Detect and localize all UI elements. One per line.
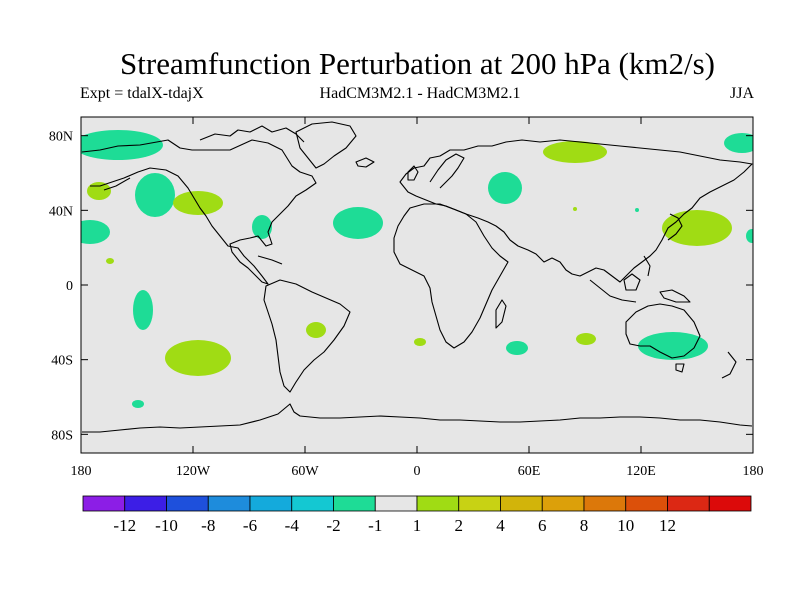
colorbar-label: 6 [538, 516, 547, 535]
anomaly-negative [333, 207, 383, 239]
anomaly-negative [506, 341, 528, 355]
lon-label: 60W [291, 464, 319, 479]
lon-label: 120E [626, 464, 656, 479]
colorbar-swatch [416, 495, 460, 512]
coastline-africa [393, 203, 509, 349]
coastline-arctic-islands [199, 125, 305, 143]
lon-label: 60E [518, 464, 541, 479]
anomaly-positive [414, 338, 426, 346]
anomaly-positive [306, 322, 326, 338]
experiment-label: Expt = tdalX-tdajX [80, 85, 204, 102]
colorbar-label: 4 [496, 516, 505, 535]
colorbar-label: -12 [113, 516, 136, 535]
anomaly-negative [488, 172, 522, 204]
colorbar-swatch [458, 495, 501, 512]
coastline-eurasia [399, 139, 753, 283]
coastline-greenland [295, 121, 357, 169]
lat-label: 80N [49, 130, 73, 145]
coastline-iceland [355, 157, 375, 168]
lat-label: 80S [51, 428, 73, 443]
coastline-philippines [643, 255, 651, 277]
colorbar-swatch [249, 495, 293, 512]
anomaly-negative [638, 332, 708, 360]
model-label: HadCM3M2.1 - HadCM3M2.1 [319, 85, 521, 102]
season-label: JJA [729, 85, 754, 102]
anomaly-layer [81, 130, 753, 408]
colorbar-swatch [541, 495, 585, 512]
anomaly-negative [746, 229, 753, 243]
colorbar-swatch [500, 495, 543, 512]
anomaly-positive [576, 333, 596, 345]
coastline-alaska-peninsula [103, 177, 131, 191]
colorbar-label: 12 [659, 516, 676, 535]
coastline-australia [625, 303, 701, 359]
anomaly-positive [106, 258, 114, 264]
colorbar-swatch [625, 495, 668, 512]
colorbar-label: 1 [413, 516, 422, 535]
colorbar-swatch [667, 495, 710, 512]
lon-label: 120W [176, 464, 211, 479]
anomaly-negative [135, 173, 175, 217]
coastline-new-guinea [659, 289, 691, 303]
colorbar-label: -2 [326, 516, 340, 535]
colorbar-swatch [583, 495, 627, 512]
lon-label: 180 [743, 464, 764, 479]
colorbar-swatch [124, 495, 167, 512]
colorbar-swatch [291, 495, 334, 512]
colorbar-swatch [374, 495, 418, 512]
coastline-antarctica [82, 403, 753, 433]
colorbar-label: -8 [201, 516, 215, 535]
colorbar: -12 -10 -8 -6 -4 -2 -1 1 2 4 6 8 10 12 [82, 495, 752, 535]
longitude-axis: 180 120W 60W 0 60E 120E 180 [71, 117, 764, 479]
coastline-borneo [623, 273, 641, 291]
colorbar-label: 10 [617, 516, 634, 535]
coastline-sumatra-java [589, 279, 637, 303]
lat-label: 40S [51, 354, 73, 369]
lat-label: 40N [49, 204, 73, 219]
coastline-tasmania [675, 363, 685, 373]
colorbar-label: -1 [368, 516, 382, 535]
lon-label: 180 [71, 464, 92, 479]
coastline-britain [407, 165, 419, 181]
anomaly-positive [165, 340, 231, 376]
colorbar-swatch [708, 495, 752, 512]
colorbar-swatch [82, 495, 126, 512]
anomaly-positive [87, 182, 111, 200]
colorbar-label: 2 [455, 516, 464, 535]
colorbar-swatch [333, 495, 376, 512]
latitude-axis: 80N 40N 0 40S 80S [49, 130, 753, 443]
colorbar-label: -4 [285, 516, 300, 535]
anomaly-positive [173, 191, 223, 215]
coastline-madagascar [495, 299, 507, 329]
lat-label: 0 [66, 279, 73, 294]
plot-title: Streamfunction Perturbation at 200 hPa (… [120, 46, 715, 81]
anomaly-negative [81, 220, 110, 244]
anomaly-negative [635, 208, 639, 212]
coastline-scandinavia [429, 153, 465, 189]
anomaly-negative [132, 400, 144, 408]
anomaly-negative [252, 215, 272, 239]
coastline-new-zealand [721, 351, 737, 379]
coastline-north-america [81, 139, 317, 285]
coastline-cuba [257, 255, 283, 265]
anomaly-negative [133, 290, 153, 330]
anomaly-negative [81, 130, 163, 160]
coastline-japan [667, 213, 683, 241]
anomaly-negative [724, 133, 753, 153]
coastlines [81, 121, 753, 433]
colorbar-label: -6 [243, 516, 257, 535]
colorbar-label: -10 [155, 516, 178, 535]
anomaly-positive [573, 207, 577, 211]
colorbar-label: 8 [580, 516, 589, 535]
colorbar-swatch [166, 495, 209, 512]
lon-label: 0 [414, 464, 421, 479]
anomaly-positive [543, 141, 607, 163]
coastline-south-america [263, 279, 351, 393]
colorbar-swatch [207, 495, 251, 512]
